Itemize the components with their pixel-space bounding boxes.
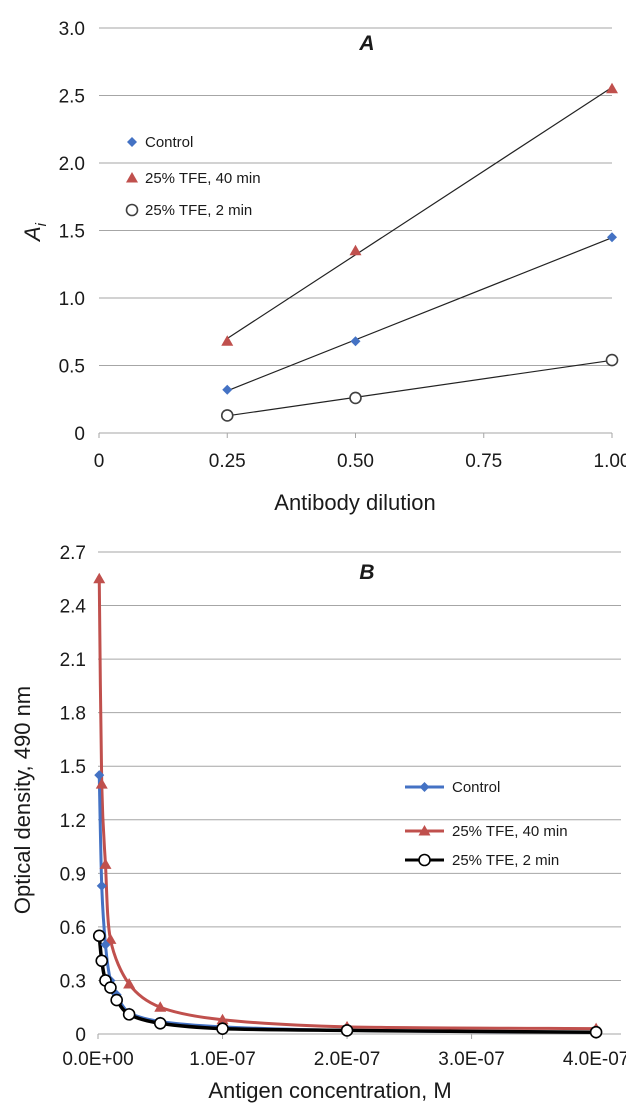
panel-a-trendline-control (227, 237, 613, 392)
panel-b-point-control (96, 880, 107, 891)
panel-b-chart: 0 0.3 0.6 0.9 1.2 1.5 1.8 2.1 2.4 2.7 0.0E+00 1.0E… (10, 543, 626, 1103)
panel-b-y-tick-label: 0.6 (60, 918, 86, 939)
panel-a-x-tick-label: 1.00 (594, 451, 626, 472)
panel-a-point-tfe-40-min (221, 335, 234, 346)
panel-a-y-tick-label: 0 (74, 424, 85, 445)
panel-b-x-tick-label: 1.0E-07 (189, 1049, 256, 1070)
panel-a-data-points (220, 82, 619, 422)
panel-a-x-tick-label: 0.75 (465, 451, 502, 472)
panel-b-y-tick-label: 2.4 (60, 597, 87, 618)
panel-b-point-control (94, 770, 105, 781)
panel-a-y-tick-labels: 0 0.5 1.0 1.5 2.0 2.5 3.0 (59, 19, 85, 445)
panel-a-x-tick-label: 0.50 (337, 451, 374, 472)
panel-b-point-tfe-40-min (216, 1013, 229, 1025)
panel-b-y-tick-label: 0.9 (60, 864, 86, 885)
panel-a-x-axis-title: Antibody dilution (274, 490, 435, 515)
panel-a-point-tfe-40-min (606, 82, 618, 94)
panel-b-legend-marker-tfe-40-min (418, 825, 431, 836)
panel-b-legend: Control 25% TFE, 40 min 25% TFE, 2 min (405, 779, 568, 869)
panel-a-x-tick-label: 0 (94, 451, 105, 472)
panel-b-legend-marker-tfe-2-min (418, 853, 431, 867)
panel-a-gridlines (99, 27, 612, 366)
panel-a-chart: 0 0.5 1.0 1.5 2.0 2.5 3.0 0 0.25 0.50 0.75 1.00 Co… (20, 19, 626, 515)
panel-b-legend-marker-control (419, 782, 430, 792)
panel-b-point-tfe-2-min (95, 954, 109, 968)
panel-b-y-tick-label: 2.1 (60, 650, 86, 671)
panel-b-x-tick-label: 2.0E-07 (314, 1049, 381, 1070)
panel-b-point-tfe-40-min (123, 978, 136, 989)
panel-b-y-tick-label: 0.3 (60, 971, 86, 992)
panel-b-point-tfe-2-min (153, 1016, 167, 1030)
panel-b-line-control (97, 775, 597, 1034)
panel-b-legend-label-tfe-40-min: 25% TFE, 40 min (452, 823, 568, 840)
panel-a-x-tick-labels: 0 0.25 0.50 0.75 1.00 (94, 451, 626, 472)
panel-a-point-tfe-40-min (349, 244, 362, 256)
panel-b-y-tick-label: 2.7 (60, 543, 86, 564)
panel-a-point-tfe-2-min (220, 409, 234, 422)
panel-b-y-axis-title: Optical density, 490 nm (10, 686, 35, 914)
panel-a-legend: Control 25% TFE, 40 min 25% TFE, 2 min (125, 134, 261, 219)
panel-b-x-axis-title: Antigen concentration, M (208, 1078, 451, 1103)
panel-a-x-tick-label: 0.25 (209, 451, 246, 472)
panel-a-point-tfe-2-min (349, 391, 362, 405)
panel-a-y-axis-title-main: A (20, 226, 45, 243)
panel-b-point-tfe-40-min (95, 778, 108, 789)
panel-b-point-tfe-2-min (589, 1025, 603, 1039)
panel-b-x-tick-labels: 0.0E+00 1.0E-07 2.0E-07 3.0E-07 4.0E-07 (62, 1049, 626, 1070)
panel-a-label: A (358, 32, 374, 55)
panel-b-y-tick-label: 1.8 (60, 704, 86, 725)
panel-a-point-tfe-2-min (605, 353, 619, 367)
panel-a-y-axis-title-subscript: i (33, 222, 50, 226)
panel-a-legend-label-tfe-40-min: 25% TFE, 40 min (145, 170, 261, 187)
panel-b-gridlines (98, 551, 621, 981)
panel-b-line-tfe-2-min (97, 935, 597, 1034)
panel-b-point-tfe-40-min (93, 572, 106, 584)
panel-b-y-tick-labels: 0 0.3 0.6 0.9 1.2 1.5 1.8 2.1 2.4 2.7 (60, 543, 87, 1046)
panel-b-line-tfe-40-min (97, 578, 597, 1031)
panel-a-legend-marker-tfe-2-min (125, 203, 139, 217)
panel-b-x-tick-label: 3.0E-07 (438, 1049, 505, 1070)
panel-b-point-tfe-40-min (104, 933, 117, 944)
panel-a-trendlines (226, 86, 613, 417)
panel-b-point-tfe-2-min (122, 1008, 136, 1021)
panel-b-point-tfe-2-min (110, 993, 123, 1007)
panel-a-point-control (222, 384, 233, 395)
panel-b-y-tick-label: 0 (75, 1025, 86, 1046)
panel-a-legend-marker-control (127, 137, 137, 147)
panel-b-point-control (100, 939, 111, 950)
panel-b-y-tick-label: 1.2 (60, 811, 86, 832)
panel-a-y-axis-title: Ai (20, 222, 50, 243)
panel-b-y-tick-label: 1.5 (60, 757, 86, 778)
panel-a-y-tick-label: 2.0 (59, 154, 85, 175)
panel-a-axes (98, 432, 613, 438)
panel-b-data-points (92, 572, 603, 1039)
panel-a-y-tick-label: 1.5 (59, 222, 85, 243)
panel-a-y-tick-label: 1.0 (59, 289, 85, 310)
panel-a-trendline-tfe-2-min (227, 359, 613, 417)
panel-b-point-tfe-40-min (154, 1001, 167, 1012)
panel-b-legend-label-control: Control (452, 779, 500, 796)
panel-a-y-tick-label: 0.5 (59, 357, 85, 378)
panel-b-point-tfe-2-min (104, 981, 117, 994)
panel-a-legend-label-tfe-2-min: 25% TFE, 2 min (145, 202, 252, 219)
panel-b-series-lines (97, 578, 597, 1034)
panel-a-point-control (350, 336, 361, 347)
panel-a-point-control (607, 232, 617, 243)
panel-a-legend-marker-tfe-40-min (126, 172, 138, 183)
panel-a-y-tick-label: 3.0 (59, 19, 85, 40)
panel-a-y-tick-label: 2.5 (59, 87, 85, 108)
panel-b-point-tfe-2-min (92, 929, 106, 943)
panel-b-label: B (359, 561, 374, 584)
panel-a-legend-label-control: Control (145, 134, 193, 151)
panel-b-x-tick-label: 0.0E+00 (62, 1049, 133, 1070)
panel-b-point-tfe-2-min (216, 1022, 229, 1035)
panel-b-point-tfe-2-min (340, 1024, 354, 1037)
panel-b-point-tfe-40-min (99, 858, 112, 869)
panel-b-legend-label-tfe-2-min: 25% TFE, 2 min (452, 852, 559, 869)
panel-b-axes (97, 1033, 621, 1039)
panel-a-trendline-tfe-40-min (226, 86, 613, 340)
panel-b-x-tick-label: 4.0E-07 (563, 1049, 626, 1070)
